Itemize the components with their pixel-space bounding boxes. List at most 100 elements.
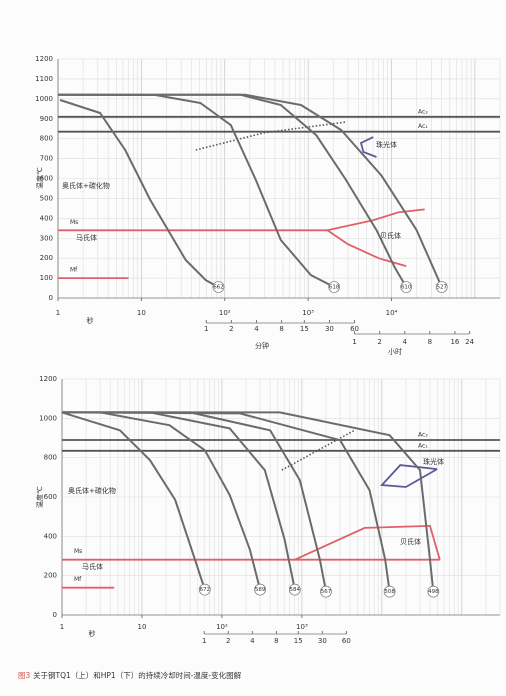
hardness-marker — [383, 585, 396, 598]
secondary-axis-label: 小时 — [388, 347, 402, 356]
x-axis-label: 秒 — [87, 316, 94, 325]
y-tick-label: 0 — [49, 294, 53, 302]
y-tick-label: 0 — [53, 611, 57, 619]
y-tick-label: 1200 — [35, 55, 53, 63]
x-tick-label: 10⁴ — [386, 309, 398, 317]
phase-line — [379, 464, 438, 488]
region-label: 珠光体 — [376, 140, 397, 149]
hardness-label: 584 — [290, 587, 301, 593]
hardness-marker — [198, 583, 211, 596]
phase-line-label: Ac₃ — [418, 108, 428, 115]
hardness-marker — [400, 281, 413, 293]
y-tick-label: 200 — [44, 572, 57, 580]
y-tick-label: 900 — [40, 115, 53, 123]
secondary-tick-label: 2 — [226, 637, 230, 645]
hardness-marker — [212, 281, 225, 293]
secondary-tick-label: 1 — [202, 637, 206, 645]
hardness-marker — [320, 585, 332, 598]
y-tick-label: 800 — [44, 454, 57, 462]
region-label: 贝氏体 — [380, 231, 401, 240]
hardness-label: 498 — [428, 589, 439, 595]
region-label: 贝氏体 — [400, 537, 421, 546]
hardness-label: 589 — [255, 587, 266, 593]
y-tick-label: 700 — [40, 155, 53, 163]
secondary-tick-label: 1 — [204, 325, 208, 333]
region-label: 马氏体 — [82, 562, 103, 571]
y-tick-label: 1000 — [39, 414, 57, 422]
secondary-tick-label: 24 — [465, 338, 474, 346]
secondary-tick-label: 4 — [250, 637, 255, 645]
secondary-tick-label: 30 — [325, 325, 334, 333]
phase-line — [195, 121, 347, 151]
hardness-label: 672 — [200, 587, 211, 593]
y-axis-label: 温度℃ — [35, 486, 44, 508]
hardness-marker — [435, 281, 448, 293]
phase-line — [327, 208, 425, 232]
cooling-curve — [59, 99, 219, 288]
hardness-marker — [427, 585, 440, 598]
phase-line-label: Ms — [70, 219, 78, 226]
hardness-label: 567 — [321, 589, 332, 595]
caption: 关于钢TQ1（上）和HP1（下）的持续冷却时间-温度-变化图解 — [33, 670, 242, 680]
hardness-marker — [328, 281, 340, 293]
hardness-label: 662 — [213, 285, 224, 291]
x-axis-label: 秒 — [89, 629, 96, 638]
hardness-marker — [288, 583, 301, 596]
y-tick-label: 200 — [40, 254, 53, 262]
phase-line-label: Mf — [74, 576, 82, 583]
phase-line-label: Ac₃ — [418, 431, 428, 438]
secondary-tick-label: 60 — [342, 637, 351, 645]
hardness-label: 610 — [401, 285, 412, 291]
y-tick-label: 100 — [40, 274, 53, 282]
region-label: 珠光体 — [423, 457, 444, 466]
secondary-tick-label: 8 — [428, 338, 432, 346]
secondary-axis-label: 分钟 — [255, 341, 269, 350]
secondary-tick-label: 4 — [254, 325, 259, 333]
secondary-tick-label: 1 — [352, 338, 356, 346]
x-tick-label: 1 — [56, 309, 60, 317]
phase-line-label: Ms — [74, 548, 82, 555]
secondary-tick-label: 30 — [318, 637, 327, 645]
phase-line-label: Mf — [70, 267, 78, 274]
hardness-label: 508 — [384, 589, 395, 595]
region-label: 马氏体 — [76, 233, 97, 242]
y-tick-label: 300 — [40, 234, 53, 242]
region-label: 奥氏体+碳化物 — [68, 486, 116, 495]
y-tick-label: 400 — [40, 214, 53, 222]
y-tick-label: 600 — [40, 175, 53, 183]
y-tick-label: 1200 — [39, 375, 57, 383]
secondary-tick-label: 15 — [300, 325, 309, 333]
secondary-tick-label: 16 — [450, 338, 459, 346]
phase-line-label: Ac₁ — [418, 123, 428, 130]
secondary-tick-label: 2 — [229, 325, 233, 333]
x-tick-label: 10² — [219, 309, 231, 317]
y-tick-label: 600 — [44, 493, 57, 501]
y-axis-label: 温度℃ — [35, 167, 44, 189]
secondary-tick-label: 8 — [279, 325, 283, 333]
x-tick-label: 1 — [60, 623, 64, 631]
cooling-curve — [58, 93, 443, 288]
secondary-tick-label: 15 — [294, 637, 303, 645]
x-tick-label: 10² — [216, 623, 228, 631]
cooling-curve — [57, 93, 335, 288]
figure-label: 图3 — [18, 671, 30, 680]
phase-line — [359, 136, 377, 158]
phase-line — [294, 524, 441, 561]
region-label: 奥氏体+碳化物 — [62, 181, 110, 190]
secondary-tick-label: 8 — [274, 637, 278, 645]
x-tick-label: 10 — [137, 309, 146, 317]
hardness-label: 527 — [436, 285, 447, 291]
hardness-label: 618 — [329, 285, 340, 291]
secondary-tick-label: 2 — [377, 338, 381, 346]
y-tick-label: 500 — [40, 194, 53, 202]
x-tick-label: 10 — [138, 623, 147, 631]
cooling-curve — [58, 93, 408, 288]
y-tick-label: 1100 — [35, 75, 53, 83]
secondary-tick-label: 4 — [402, 338, 407, 346]
y-tick-label: 400 — [44, 532, 57, 540]
x-tick-label: 10³ — [302, 309, 314, 317]
hardness-marker — [254, 583, 266, 596]
x-tick-label: 10³ — [296, 623, 308, 631]
phase-line-label: Ac₁ — [418, 442, 428, 449]
